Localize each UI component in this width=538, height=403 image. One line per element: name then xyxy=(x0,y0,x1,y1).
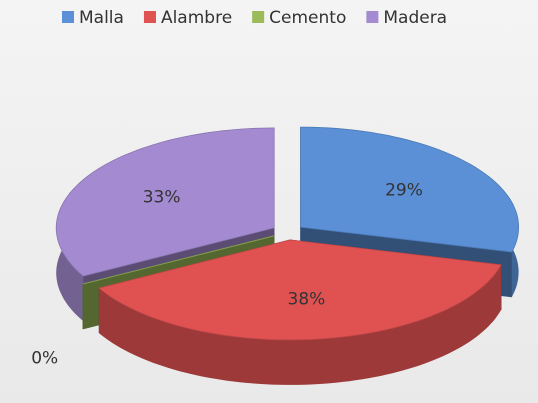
legend-swatch xyxy=(252,11,265,23)
pie-slice xyxy=(300,126,519,253)
legend-swatch xyxy=(366,11,379,23)
legend-swatch xyxy=(143,11,156,23)
legend-swatch xyxy=(62,11,74,23)
slice-side xyxy=(99,264,502,385)
pie-slice xyxy=(82,235,275,285)
legend-label: Malla xyxy=(79,8,124,28)
pie-slice xyxy=(98,239,502,341)
pie-tops xyxy=(55,126,519,341)
legend-label: Cemento xyxy=(269,8,346,28)
legend: Malla Alambre Cemento Madera xyxy=(62,8,447,28)
data-label: 38% xyxy=(288,289,326,309)
legend-label: Madera xyxy=(383,8,447,28)
data-label: 29% xyxy=(385,180,423,200)
legend-label: Alambre xyxy=(161,8,232,28)
pie-slice xyxy=(55,127,275,277)
data-label: 33% xyxy=(143,187,181,207)
data-label: 0% xyxy=(31,349,58,369)
